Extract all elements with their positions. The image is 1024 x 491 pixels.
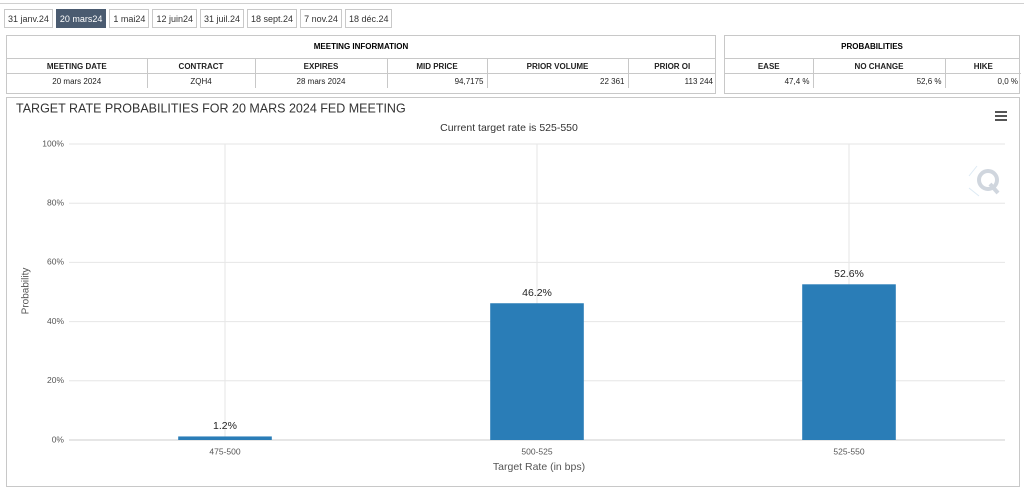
data-row: 20 mars 2024 ZQH4 28 mars 2024 94,7175 22 36… [7,73,716,88]
x-tick-label: 500-525 [521,446,552,456]
meeting-tabs: 31 janv.24 20 mars24 1 mai24 12 juin24 31 ju… [4,9,393,28]
column-header: PRIOR OI [628,59,716,74]
column-header: PRIOR VOLUME [487,59,629,74]
data-table: MEETING DATE CONTRACT EXPIRES MID PRICE PRIO… [7,59,716,88]
cell: 47,4 % [725,73,814,88]
y-tick-label: 40% [47,316,64,326]
column-header: EASE [725,59,814,74]
meeting-tab[interactable]: 18 déc.24 [344,9,393,28]
meeting-tab[interactable]: 31 janv.24 [4,9,53,28]
data-label: 46.2% [522,287,552,299]
logo-tail [988,182,1000,195]
bar [178,436,272,440]
data-label: 52.6% [834,268,864,280]
cell: 28 mars 2024 [255,73,388,88]
bar [490,303,584,440]
cell: 113 244 [684,76,713,86]
header-row: EASE NO CHANGE HIKE [725,59,1021,74]
x-axis-label: Target Rate (in bps) [493,461,585,473]
data-table: EASE NO CHANGE HIKE 47,4 % 52,6 % 0,0 % [725,59,1021,88]
probabilities-panel: PROBABILITIES EASE NO CHANGE HIKE 47,4 % 52,6… [724,35,1021,94]
top-border [0,3,1024,4]
cell: ZQH4 [147,73,256,88]
y-tick-label: 80% [47,197,64,207]
panel-title: MEETING INFORMATION [7,36,715,59]
meeting-tab[interactable]: 12 juin24 [152,9,197,28]
cell: 0,0 % [997,76,1018,86]
column-header: NO CHANGE [813,59,946,74]
bar [802,284,896,440]
y-tick-label: 60% [47,257,64,267]
meeting-tab[interactable]: 7 nov.24 [300,9,342,28]
cell: 52,6 % [813,73,946,88]
meeting-tab[interactable]: 18 sept.24 [247,9,298,28]
column-header: EXPIRES [255,59,388,74]
column-header: MEETING DATE [7,59,148,74]
logo-stroke [968,187,980,197]
x-tick-label: 525-550 [833,446,864,456]
logo-stroke [968,165,978,177]
y-axis-label: Probability [21,268,32,315]
y-tick-label: 100% [42,138,64,148]
column-header: MID PRICE [387,59,488,74]
meeting-tab[interactable]: 20 mars24 [55,9,107,28]
watermark-logo [968,165,1000,197]
chart-title: TARGET RATE PROBABILITIES FOR 20 MARS 20… [16,101,406,115]
menu-icon[interactable] [995,111,1007,121]
meeting-tab[interactable]: 31 juil.24 [199,9,245,28]
cell: 22 361 [487,73,629,88]
column-header: HIKE [945,59,1021,74]
x-tick-label: 475-500 [209,446,240,456]
y-tick-label: 20% [47,375,64,385]
cell: 20 mars 2024 [7,73,148,88]
chart-subtitle: Current target rate is 525-550 [440,122,578,134]
y-tick-label: 0% [52,434,65,444]
column-header: CONTRACT [147,59,256,74]
chart-panel: TARGET RATE PROBABILITIES FOR 20 MARS 20… [6,97,1020,487]
data-row: 47,4 % 52,6 % 0,0 % [725,73,1021,88]
meeting-tab[interactable]: 1 mai24 [109,9,150,28]
cell: 94,7175 [387,73,488,88]
logo-ring [977,169,999,191]
meeting-information-panel: MEETING INFORMATION MEETING DATE CONTRACT E… [6,35,716,94]
chart: TARGET RATE PROBABILITIES FOR 20 MARS 20… [16,101,1007,473]
panel-title: PROBABILITIES [725,36,1019,59]
header-row: MEETING DATE CONTRACT EXPIRES MID PRICE PRIO… [7,59,716,74]
data-label: 1.2% [213,420,237,432]
